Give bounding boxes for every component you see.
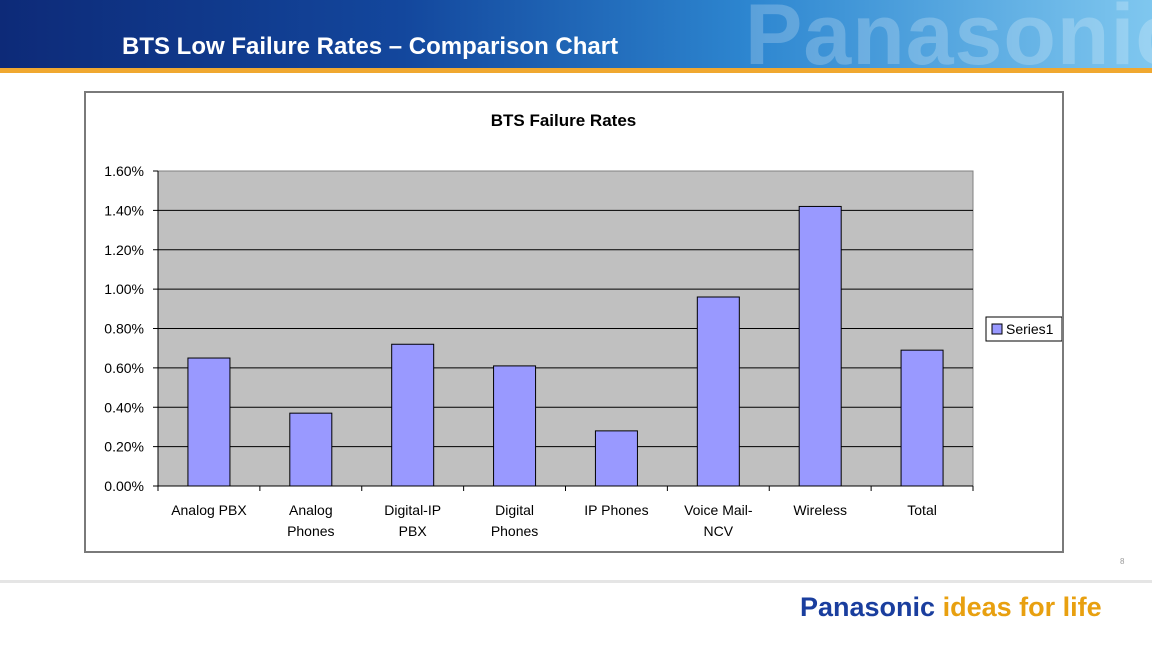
x-tick-label: Wireless: [793, 502, 847, 518]
x-tick-label: Digital: [495, 502, 534, 518]
y-tick-label: 1.20%: [104, 242, 144, 258]
bar-1: [289, 412, 333, 487]
x-tick-label: Analog PBX: [171, 502, 247, 518]
y-tick-label: 1.00%: [104, 281, 144, 297]
y-tick-label: 1.60%: [104, 163, 144, 179]
legend-swatch: [991, 323, 1003, 335]
x-tick-label: Phones: [491, 523, 538, 539]
y-tick-label: 0.60%: [104, 360, 144, 376]
footer-logo: Panasonic ideas for life: [800, 592, 1102, 623]
bar-6: [798, 205, 842, 487]
slide-header: Panasonic BTS Low Failure Rates – Compar…: [0, 0, 1152, 68]
bar-3: [493, 365, 537, 487]
x-tick-label: IP Phones: [584, 502, 648, 518]
x-tick-label: Phones: [287, 523, 334, 539]
footer-divider: [0, 580, 1152, 583]
y-tick-label: 0.20%: [104, 439, 144, 455]
y-tick-label: 0.00%: [104, 478, 144, 494]
bar-5: [696, 296, 740, 487]
footer-tagline: ideas for life: [942, 592, 1102, 622]
chart-title: BTS Failure Rates: [491, 111, 637, 130]
legend-label: Series1: [1006, 321, 1054, 337]
y-tick-label: 1.40%: [104, 202, 144, 218]
brand-watermark: Panasonic: [745, 0, 1152, 68]
x-tick-label: PBX: [399, 523, 428, 539]
x-tick-label: Digital-IP: [384, 502, 441, 518]
chart-frame: BTS Failure Rates 0.00% 0.20% 0.40% 0.60% 0.8…: [84, 91, 1064, 553]
bar-0: [187, 357, 231, 487]
x-tick-label: NCV: [704, 523, 734, 539]
bar-2: [391, 343, 435, 487]
header-accent-bar: [0, 68, 1152, 73]
footer-brand: Panasonic: [800, 592, 936, 622]
x-tick-label: Voice Mail-: [684, 502, 753, 518]
slide-title: BTS Low Failure Rates – Comparison Chart: [122, 33, 619, 60]
y-tick-label: 0.40%: [104, 399, 144, 415]
bar-4: [594, 430, 638, 487]
page-number: 8: [1120, 557, 1125, 566]
y-tick-label: 0.80%: [104, 321, 144, 337]
x-tick-label: Total: [907, 502, 937, 518]
x-tick-label: Analog: [289, 502, 333, 518]
bar-7: [900, 349, 944, 487]
bar-chart: BTS Failure Rates 0.00% 0.20% 0.40% 0.60% 0.8…: [104, 111, 1062, 539]
